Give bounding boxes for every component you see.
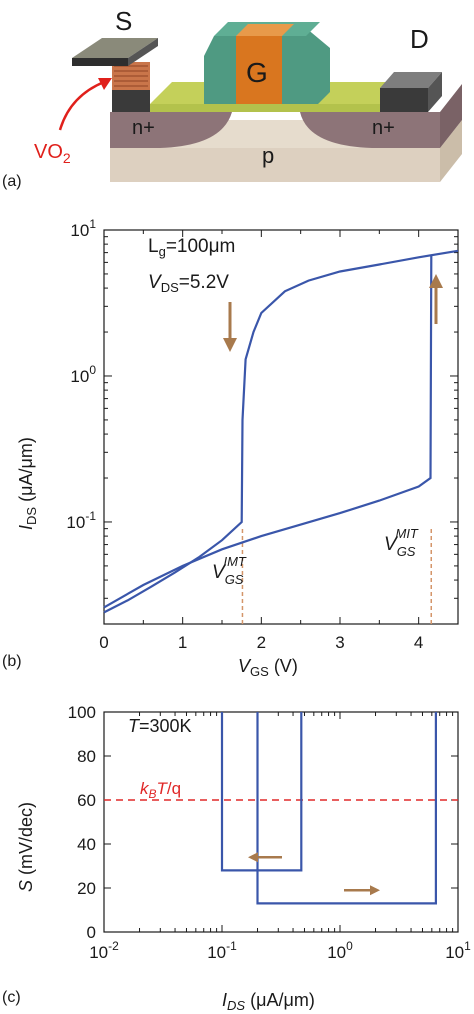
c-series-1	[256, 712, 437, 905]
c-y-axis-title: S (mV/dec)	[16, 802, 36, 892]
nplus-side	[440, 84, 462, 148]
b-x-tick-label: 2	[257, 633, 266, 652]
c-x-tick-label: 10-2	[89, 939, 119, 962]
c-y-tick-label: 0	[87, 923, 96, 942]
c-temp-annotation: T=300K	[128, 716, 192, 736]
drain-contact-top	[380, 72, 442, 88]
b-x-tick-label: 1	[178, 633, 187, 652]
c-left-arrowhead	[248, 852, 258, 863]
c-y-tick-label: 20	[77, 879, 96, 898]
label-gate: G	[246, 57, 268, 88]
vo2-pointer-arrowhead	[98, 78, 112, 90]
c-y-tick-label: 40	[77, 835, 96, 854]
c-x-tick-label: 101	[445, 939, 471, 962]
b-x-tick-label: 0	[99, 633, 108, 652]
label-substrate: p	[262, 143, 274, 168]
label-drain: D	[410, 24, 429, 54]
b-vds-annotation: VDS=5.2V	[148, 272, 229, 295]
gate-spacer-left	[204, 36, 236, 104]
c-y-tick-label: 80	[77, 747, 96, 766]
b-series-0	[103, 249, 459, 614]
gate-top-orange	[236, 24, 294, 36]
panel-label-a: (a)	[2, 173, 22, 190]
b-plot-frame	[103, 229, 459, 625]
nplus-left-region	[110, 112, 232, 148]
substrate-side	[440, 120, 462, 182]
panel-label-b: (b)	[2, 653, 22, 670]
c-x-tick-label: 100	[327, 939, 353, 962]
oxide-front	[150, 104, 398, 112]
source-contact-front	[112, 88, 150, 112]
label-source: S	[115, 6, 132, 36]
nplus-right-region	[300, 112, 440, 148]
drain-contact-side	[428, 72, 442, 112]
vo2-texture	[114, 65, 148, 87]
panel-label-c: (c)	[2, 989, 21, 1006]
substrate-body	[110, 148, 440, 182]
b-mit-label: VGSMIT	[384, 526, 419, 559]
b-imt-label: VGSIMT	[212, 554, 247, 587]
b-down-arrowhead	[223, 338, 237, 352]
b-lg-annotation: Lg=100μm	[148, 236, 235, 259]
source-plate-top	[72, 38, 158, 58]
c-x-axis-title: IDS (μA/μm)	[222, 990, 315, 1013]
c-right-arrowhead	[370, 885, 380, 896]
iv-chart: 0 1 2 3 4 10-1 100 101 Lg=100μm VDS=5.2V VGSIMT…	[2, 217, 459, 679]
label-nplus-left: n+	[132, 117, 155, 139]
b-y-axis-title: IDS (μA/μm)	[16, 437, 39, 530]
label-vo2: VO2	[34, 141, 71, 166]
c-series-0	[220, 712, 303, 872]
b-y-tick-label: 101	[70, 217, 96, 240]
b-x-tick-label: 4	[414, 633, 423, 652]
gate-spacer-right	[282, 28, 330, 104]
vo2-pointer-arrow	[58, 80, 105, 131]
device-schematic: S D G n+ n+ p VO2 (a)	[2, 6, 462, 190]
b-up-arrowhead	[429, 274, 443, 288]
c-plot-frame	[103, 711, 459, 933]
c-threshold-label: kBT/q	[140, 779, 181, 801]
gate-electrode	[236, 36, 282, 104]
b-x-axis-title: VGS (V)	[238, 656, 298, 679]
drain-contact-front	[380, 88, 428, 112]
c-y-tick-label: 60	[77, 791, 96, 810]
b-y-tick-label: 10-1	[66, 509, 96, 532]
label-nplus-right: n+	[372, 117, 395, 139]
b-series-1	[103, 254, 433, 609]
b-y-tick-label: 100	[70, 363, 96, 386]
source-plate-front	[72, 58, 128, 66]
b-x-tick-label: 3	[335, 633, 344, 652]
source-plate-side	[128, 38, 158, 66]
c-y-tick-label: 100	[68, 703, 96, 722]
c-x-tick-label: 10-1	[207, 939, 237, 962]
